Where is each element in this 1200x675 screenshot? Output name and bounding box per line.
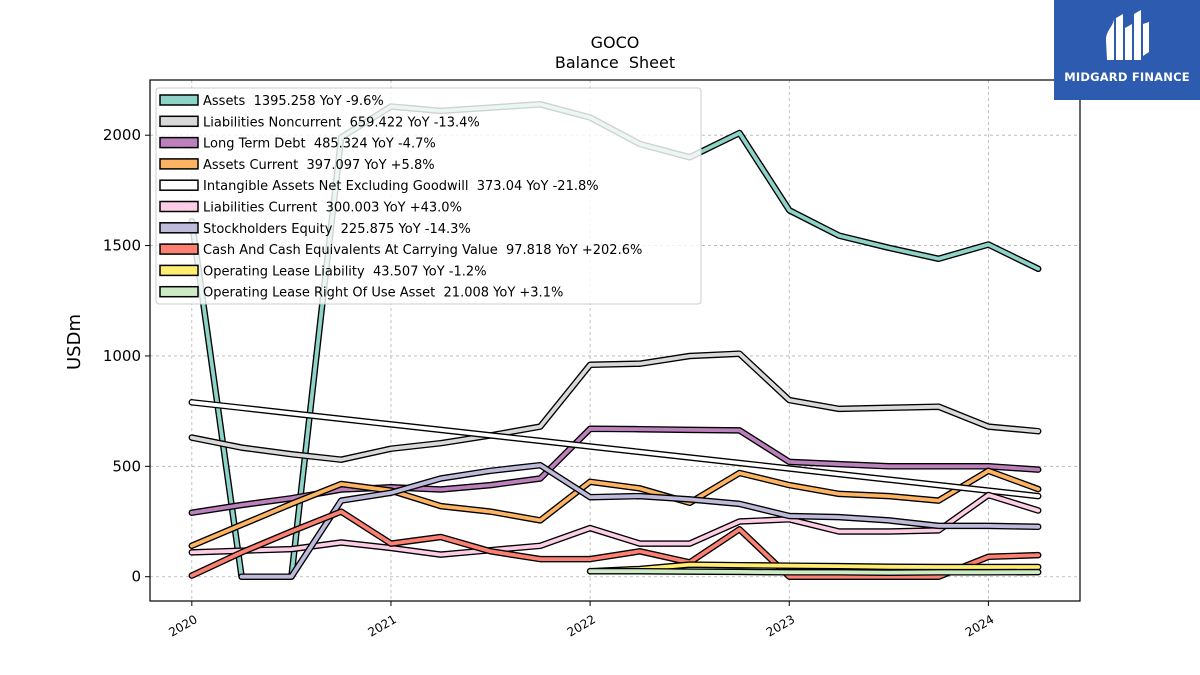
legend-swatch (159, 115, 199, 128)
legend-swatch (159, 158, 199, 170)
y-tick-label: 2000 (103, 126, 141, 144)
legend-label: Long Term Debt 485.324 YoY -4.7% (203, 137, 436, 152)
x-tick-label: 2020 (166, 612, 199, 639)
series-stroke (189, 426, 1041, 515)
y-tick-label: 1000 (103, 347, 141, 365)
legend-label: Assets Current 397.097 YoY +5.8% (203, 158, 435, 173)
legend-label: Liabilities Noncurrent 659.422 YoY -13.4… (203, 115, 480, 130)
legend-swatch (159, 222, 199, 234)
legend-label: Assets 1395.258 YoY -9.6% (203, 94, 384, 109)
y-axis-label: USDm (64, 314, 85, 370)
series-line-6 (188, 491, 1042, 558)
series-line-3 (188, 425, 1042, 516)
legend-swatch (159, 264, 199, 277)
series-line-9 (586, 561, 1042, 575)
series-stroke (239, 463, 1041, 579)
series-stroke (189, 493, 1041, 557)
series-line-5 (188, 399, 1042, 500)
plot-frame (149, 79, 1081, 602)
legend-swatch (159, 285, 199, 298)
x-tick-label: 2023 (764, 612, 797, 639)
legend-swatch (159, 243, 199, 255)
x-tick-label: 2021 (365, 612, 398, 639)
chart-subtitle: Balance Sheet (555, 53, 675, 72)
legend-swatch (159, 200, 199, 213)
legend-label: Liabilities Current 300.003 YoY +43.0% (203, 201, 462, 216)
series-stroke (588, 562, 1041, 574)
legend: Assets 1395.258 YoY -9.6% Liabilities Non… (155, 87, 702, 305)
legend-label: Operating Lease Right Of Use Asset 21.00… (203, 286, 563, 301)
legend-label: Stockholders Equity 225.875 YoY -14.3% (203, 222, 471, 237)
series-stroke (189, 509, 1041, 579)
legend-box (155, 87, 702, 305)
legend-swatch (159, 94, 199, 106)
y-tick-label: 0 (131, 568, 141, 586)
series-lines (188, 101, 1042, 580)
series-line-7 (238, 461, 1042, 580)
series-stroke (588, 569, 1041, 575)
y-tick-label: 500 (112, 457, 141, 475)
series-stroke (189, 468, 1041, 548)
series-line-4 (188, 467, 1042, 550)
x-tick-label: 2022 (565, 612, 598, 639)
chart-title: GOCO (591, 33, 640, 52)
midgard-finance-logo: MIDGARD FINANCE (1054, 0, 1200, 100)
legend-label: Cash And Cash Equivalents At Carrying Va… (203, 243, 642, 258)
legend-swatch (159, 136, 199, 149)
legend-label: Intangible Assets Net Excluding Goodwill… (203, 179, 599, 194)
series-stroke (189, 400, 1041, 498)
y-tick-label: 1500 (103, 237, 141, 255)
legend-label: Operating Lease Liability 43.507 YoY -1.… (203, 264, 487, 279)
series-line-10 (586, 567, 1042, 576)
series-line-8 (188, 508, 1042, 580)
series-line-2 (188, 350, 1042, 463)
series-stroke (189, 351, 1041, 462)
legend-swatch (159, 179, 199, 191)
x-tick-label: 2024 (963, 612, 996, 639)
logo-text: MIDGARD FINANCE (1064, 70, 1190, 84)
logo-mark-icon (1106, 10, 1149, 60)
